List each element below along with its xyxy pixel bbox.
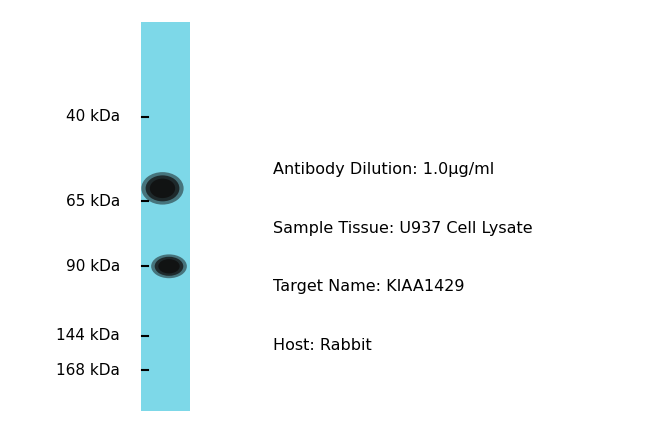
- Text: Host: Rabbit: Host: Rabbit: [273, 338, 372, 353]
- Text: Target Name: KIAA1429: Target Name: KIAA1429: [273, 279, 465, 294]
- Text: 65 kDa: 65 kDa: [66, 194, 120, 209]
- Ellipse shape: [159, 259, 179, 274]
- Ellipse shape: [150, 178, 176, 198]
- Text: 144 kDa: 144 kDa: [57, 328, 120, 343]
- Ellipse shape: [155, 257, 183, 276]
- Text: 168 kDa: 168 kDa: [57, 363, 120, 378]
- Text: Antibody Dilution: 1.0μg/ml: Antibody Dilution: 1.0μg/ml: [273, 162, 494, 178]
- Ellipse shape: [151, 254, 187, 278]
- Text: 40 kDa: 40 kDa: [66, 110, 120, 124]
- Ellipse shape: [146, 175, 179, 201]
- Text: Sample Tissue: U937 Cell Lysate: Sample Tissue: U937 Cell Lysate: [273, 221, 532, 236]
- FancyBboxPatch shape: [142, 22, 190, 411]
- Text: 90 kDa: 90 kDa: [66, 259, 120, 274]
- Ellipse shape: [142, 172, 183, 205]
